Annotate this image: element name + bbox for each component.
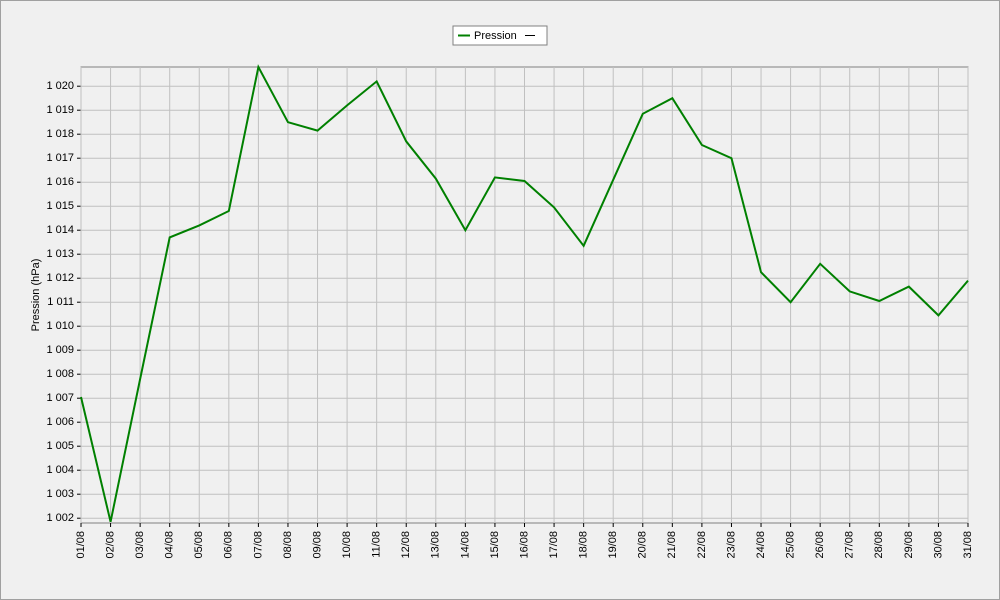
data-line [80, 64, 969, 523]
legend-label: Pression [474, 30, 517, 42]
y-tick-label: 1 012 [46, 272, 74, 284]
x-tick-label: 17/08 [548, 531, 560, 559]
x-tick-label: 21/08 [666, 531, 678, 559]
x-tick-label: 07/08 [252, 531, 264, 559]
x-tick-label: 09/08 [311, 531, 323, 559]
x-tick-label: 23/08 [725, 531, 737, 559]
x-tick-label: 28/08 [873, 531, 885, 559]
y-tick-label: 1 017 [46, 152, 74, 164]
y-tick-label: 1 015 [46, 200, 74, 212]
y-tick-label: 1 010 [46, 320, 74, 332]
x-tick-label: 29/08 [903, 531, 915, 559]
x-tick-label: 14/08 [459, 531, 471, 559]
x-tick-label: 20/08 [637, 531, 649, 559]
x-tick-label: 15/08 [489, 531, 501, 559]
y-tick-label: 1 014 [46, 224, 74, 236]
y-tick-label: 1 011 [47, 296, 74, 308]
x-tick-label: 02/08 [104, 531, 116, 559]
legend-box [452, 25, 548, 46]
x-tick-label: 30/08 [932, 531, 944, 559]
y-tick-label: 1 016 [46, 176, 74, 188]
y-tick-label: 1 009 [46, 344, 74, 356]
y-tick-label: 1 019 [46, 104, 74, 116]
y-axis-title: Pression (hPa) [30, 259, 42, 332]
y-tick-label: 1 006 [46, 416, 74, 428]
y-tick-label: 1 005 [46, 440, 74, 452]
x-tick-label: 05/08 [193, 531, 205, 559]
x-tick-label: 26/08 [814, 531, 826, 559]
y-tick-label: 1 003 [46, 488, 74, 500]
x-tick-label: 10/08 [341, 531, 353, 559]
y-tick-label: 1 002 [46, 512, 74, 524]
x-tick-label: 11/08 [371, 531, 383, 558]
y-tick-label: 1 020 [46, 80, 74, 92]
x-tick-label: 18/08 [578, 531, 590, 559]
x-tick-label: 16/08 [518, 531, 530, 559]
y-tick-label: 1 004 [46, 464, 74, 476]
x-tick-label: 03/08 [134, 531, 146, 559]
x-tick-label: 12/08 [400, 531, 412, 559]
y-tick-label: 1 018 [46, 128, 74, 140]
x-tick-label: 27/08 [844, 531, 856, 559]
x-tick-label: 24/08 [755, 531, 767, 559]
x-tick-label: 04/08 [164, 531, 176, 559]
y-tick-label: 1 013 [46, 248, 74, 260]
x-tick-label: 08/08 [282, 531, 294, 559]
y-tick-label: 1 008 [46, 368, 74, 380]
x-tick-label: 25/08 [785, 531, 797, 559]
legend: Pression [452, 25, 548, 46]
x-tick-label: 06/08 [223, 531, 235, 559]
x-tick-label: 22/08 [696, 531, 708, 559]
x-tick-label: 13/08 [430, 531, 442, 559]
x-tick-label: 19/08 [607, 531, 619, 559]
x-tick-label: 01/08 [75, 531, 87, 559]
x-tick-label: 31/08 [962, 531, 974, 559]
y-tick-label: 1 007 [46, 392, 74, 404]
